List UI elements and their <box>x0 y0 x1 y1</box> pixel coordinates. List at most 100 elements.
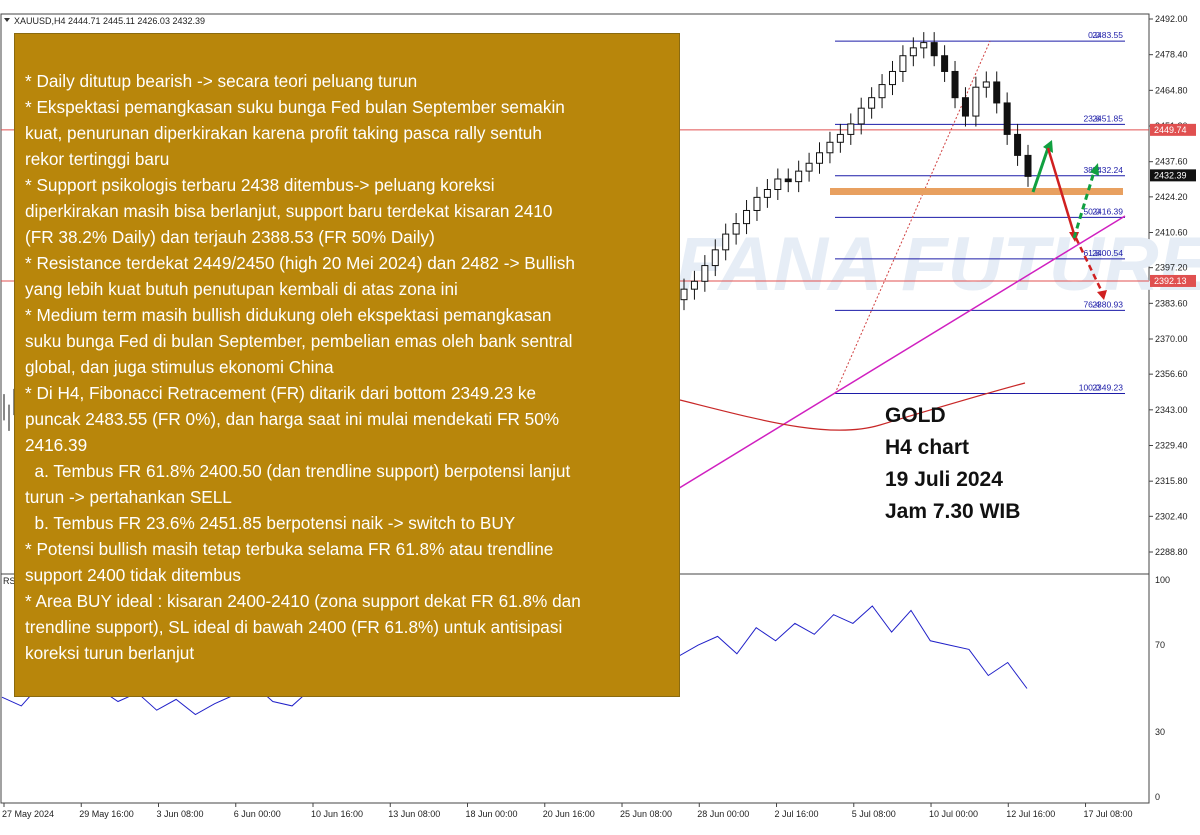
price-tick-label: 2315.80 <box>1155 476 1188 486</box>
candle-body <box>1024 154 1032 177</box>
analysis-line: puncak 2483.55 (FR 0%), dan harga saat i… <box>25 409 560 429</box>
price-tick-label: 2478.40 <box>1155 50 1188 60</box>
analysis-line: turun -> pertahankan SELL <box>25 487 232 507</box>
analysis-line: * Daily ditutup bearish -> secara teori … <box>25 71 418 91</box>
candle-body <box>826 141 834 154</box>
caption-line: GOLD <box>885 404 946 427</box>
rsi-tick-label: 0 <box>1155 792 1160 802</box>
analysis-line: suku bunga Fed di bulan September, pembe… <box>25 331 573 351</box>
time-tick-label: 5 Jul 08:00 <box>852 809 896 819</box>
price-tick-label: 2410.60 <box>1155 228 1188 238</box>
candle-body <box>732 223 740 235</box>
caption-line: Jam 7.30 WIB <box>885 500 1021 523</box>
time-tick-label: 20 Jun 16:00 <box>543 809 595 819</box>
candle-body <box>701 265 709 282</box>
watermark-text: RIFANA FUTURES <box>600 222 1200 307</box>
analysis-line: kuat, penurunan diperkirakan karena prof… <box>25 123 542 143</box>
price-tick-label: 2383.60 <box>1155 298 1188 308</box>
candle-body <box>805 162 813 172</box>
analysis-line: * Support psikologis terbaru 2438 ditemb… <box>25 175 495 195</box>
analysis-line: * Potensi bullish masih tetap terbuka se… <box>25 539 554 559</box>
dropdown-triangle-icon[interactable] <box>4 18 10 22</box>
moving-average-line <box>679 382 1026 431</box>
price-tick-label: 2424.20 <box>1155 192 1188 202</box>
candle-body <box>711 249 719 267</box>
candle-body <box>982 81 990 88</box>
analysis-line: * Medium term masih bullish didukung ole… <box>25 305 552 325</box>
chart-caption: GOLD H4 chart 19 Juli 2024 Jam 7.30 WIB <box>885 400 1020 528</box>
candle-body <box>920 42 928 49</box>
candle-body <box>951 70 959 99</box>
symbol-header: XAUUSD,H4 2444.71 2445.11 2426.03 2432.3… <box>14 16 205 26</box>
price-tick-label: 2356.60 <box>1155 369 1188 379</box>
candle-body <box>930 42 938 57</box>
candle-body <box>1003 102 1011 135</box>
candle-body <box>753 196 761 211</box>
candle-body <box>961 97 969 117</box>
time-tick-label: 6 Jun 00:00 <box>234 809 281 819</box>
caption-line: H4 chart <box>885 436 970 459</box>
rsi-label: RS <box>3 576 16 586</box>
time-tick-label: 3 Jun 08:00 <box>157 809 204 819</box>
time-tick-label: 25 Jun 08:00 <box>620 809 672 819</box>
time-tick-label: 18 Jun 00:00 <box>466 809 518 819</box>
candle-body <box>972 86 980 117</box>
analysis-line: * Resistance terdekat 2449/2450 (high 20… <box>25 253 575 273</box>
candle-body <box>993 81 1001 104</box>
candle-body <box>743 209 751 225</box>
analysis-line: * Ekspektasi pemangkasan suku bunga Fed … <box>25 97 565 117</box>
analysis-line: (FR 38.2% Daily) dan terjauh 2388.53 (FR… <box>25 227 435 247</box>
caption-line: 19 Juli 2024 <box>885 468 1003 491</box>
fib-level-price: 2380.93 <box>1092 299 1123 309</box>
candle-body <box>816 152 824 164</box>
candle-body <box>836 133 844 143</box>
support-zone <box>830 188 1123 195</box>
green-dashed-arrow-up-head <box>1090 163 1099 176</box>
candle-body <box>909 47 917 57</box>
green-arrow-up-head <box>1043 140 1053 153</box>
time-tick-label: 13 Jun 08:00 <box>388 809 440 819</box>
price-label: 2392.13 <box>1154 276 1187 286</box>
fib-level-price: 2400.54 <box>1092 248 1123 258</box>
price-tick-label: 2464.80 <box>1155 85 1188 95</box>
candle-body <box>857 107 865 125</box>
candle-body <box>888 70 896 86</box>
candle-body <box>680 288 688 301</box>
green-arrow-up <box>1031 147 1050 193</box>
time-tick-label: 2 Jul 16:00 <box>775 809 819 819</box>
fib-level-price: 2432.24 <box>1092 165 1123 175</box>
fib-level-pct: 100.0 <box>1079 382 1101 392</box>
price-tick-label: 2397.20 <box>1155 263 1188 273</box>
time-tick-label: 28 Jun 00:00 <box>697 809 749 819</box>
price-tick-label: 2492.00 <box>1155 14 1188 24</box>
fib-level-pct: 38.2 <box>1083 165 1100 175</box>
trendline <box>639 215 1126 513</box>
price-label-bg <box>1150 169 1196 182</box>
analysis-line: * Di H4, Fibonacci Retracement (FR) dita… <box>25 383 537 403</box>
time-tick-label: 27 May 2024 <box>2 809 54 819</box>
analysis-line: diperkirakan masih bisa berlanjut, suppo… <box>25 201 553 221</box>
fib-level-price: 2349.23 <box>1092 382 1123 392</box>
rsi-tick-label: 30 <box>1155 727 1165 737</box>
rsi-tick-label: 100 <box>1155 575 1170 585</box>
analysis-line: * Area BUY ideal : kisaran 2400-2410 (zo… <box>25 591 581 611</box>
analysis-line: koreksi turun berlanjut <box>25 643 195 663</box>
analysis-line: global, dan juga stimulus ekonomi China <box>25 357 334 377</box>
analysis-line: a. Tembus FR 61.8% 2400.50 (dan trendlin… <box>25 461 571 481</box>
time-tick-label: 17 Jul 08:00 <box>1084 809 1133 819</box>
price-label: 2432.39 <box>1154 170 1187 180</box>
candle-body <box>784 178 792 183</box>
candle-body <box>899 55 907 72</box>
price-label: 2449.74 <box>1154 125 1187 135</box>
price-tick-label: 2343.00 <box>1155 405 1188 415</box>
analysis-line: support 2400 tidak ditembus <box>25 565 241 585</box>
price-tick-label: 2302.40 <box>1155 511 1188 521</box>
analysis-line: b. Tembus FR 23.6% 2451.85 berpotensi na… <box>25 513 516 533</box>
fib-level-pct: 76.4 <box>1083 299 1100 309</box>
analysis-text-box: * Daily ditutup bearish -> secara teori … <box>14 33 680 697</box>
candle-body <box>941 55 949 72</box>
price-tick-label: 2329.40 <box>1155 441 1188 451</box>
red-dashed-arrow-down-head <box>1097 290 1107 300</box>
analysis-line: trendline support), SL ideal di bawah 24… <box>25 617 563 637</box>
time-tick-label: 12 Jul 16:00 <box>1006 809 1055 819</box>
